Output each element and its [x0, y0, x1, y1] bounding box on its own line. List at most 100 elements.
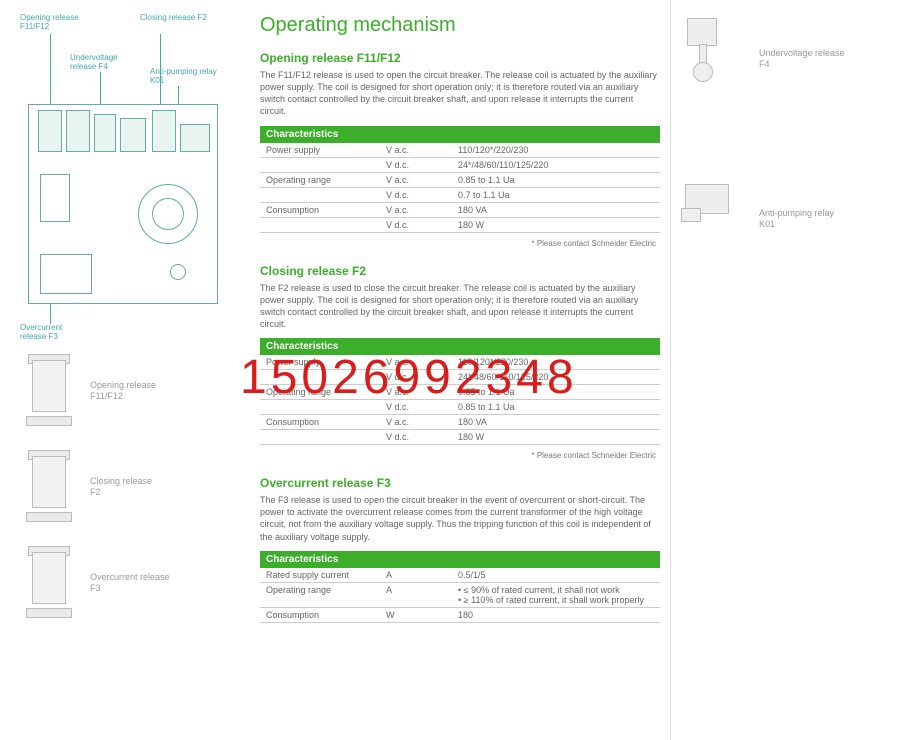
table-cell: Operating range	[260, 582, 380, 607]
table-cell: 110/120*/220/230	[452, 355, 660, 370]
diagram-label-overcurrent: Overcurrent release F3	[20, 324, 90, 342]
table-row: Operating rangeA• ≤ 90% of rated current…	[260, 582, 660, 607]
component-thumb-label: Overcurrent release F3	[90, 572, 170, 594]
right-column: Undervoltage release F4 Anti-pumping rela…	[670, 0, 890, 740]
table-cell	[260, 400, 380, 415]
table-cell: 180 W	[452, 430, 660, 445]
table-row: V d.c.0.85 to 1.1 Ua	[260, 400, 660, 415]
table-row: V d.c.24*/48/60/110/125/220	[260, 157, 660, 172]
main-column: Operating mechanism Opening release F11/…	[250, 0, 670, 740]
table-footnote: * Please contact Schneider Electric	[260, 237, 660, 250]
table-cell: Consumption	[260, 607, 380, 622]
table-cell: V a.c.	[380, 385, 452, 400]
component-thumb-row: Opening release F11/F12	[20, 352, 242, 430]
table-row: Power supplyV a.c.110/120*/220/230	[260, 355, 660, 370]
table-footnote: * Please contact Schneider Electric	[260, 449, 660, 462]
component-thumb	[20, 448, 80, 526]
table-header: Characteristics	[260, 338, 660, 355]
table-row: Operating rangeV a.c.0.85 to 1.1 Ua	[260, 385, 660, 400]
table-cell: Rated supply current	[260, 568, 380, 583]
table-cell: 0.85 to 1.1 Ua	[452, 400, 660, 415]
table-cell	[260, 430, 380, 445]
table-cell	[260, 157, 380, 172]
section: Closing release F2 The F2 release is used…	[260, 264, 660, 463]
table-row: V d.c.180 W	[260, 217, 660, 232]
table-cell: 180 W	[452, 217, 660, 232]
table-cell: V a.c.	[380, 202, 452, 217]
table-row: ConsumptionV a.c.180 VA	[260, 202, 660, 217]
characteristics-table: CharacteristicsPower supplyV a.c.110/120…	[260, 338, 660, 445]
table-cell: 180 VA	[452, 415, 660, 430]
table-cell: Operating range	[260, 172, 380, 187]
component-thumb-label: Undervoltage release F4	[759, 48, 845, 70]
table-cell: V d.c.	[380, 400, 452, 415]
table-cell: 24*/48/60/110/125/220	[452, 370, 660, 385]
table-row: V d.c.24*/48/60/110/125/220	[260, 370, 660, 385]
section-description: The F2 release is used to close the circ…	[260, 282, 660, 331]
table-cell: 0.7 to 1.1 Ua	[452, 187, 660, 202]
component-thumb	[20, 352, 80, 430]
table-cell: Power supply	[260, 143, 380, 158]
table-row: V d.c.0.7 to 1.1 Ua	[260, 187, 660, 202]
component-thumb-label: Closing release F2	[90, 476, 152, 498]
section-title: Opening release F11/F12	[260, 51, 660, 65]
table-cell: V a.c.	[380, 415, 452, 430]
component-thumb-row: Anti-pumping relay K01	[679, 174, 882, 264]
table-header: Characteristics	[260, 551, 660, 568]
table-cell: V d.c.	[380, 187, 452, 202]
table-row: ConsumptionW180	[260, 607, 660, 622]
left-column: Opening release F11/F12 Closing release …	[0, 0, 250, 740]
diagram-label-closing: Closing release F2	[140, 14, 210, 23]
table-cell: Operating range	[260, 385, 380, 400]
table-row: V d.c.180 W	[260, 430, 660, 445]
component-thumb	[20, 544, 80, 622]
page-title: Operating mechanism	[260, 14, 660, 37]
table-cell: 0.5/1/5	[452, 568, 660, 583]
table-cell: 180 VA	[452, 202, 660, 217]
table-cell: Power supply	[260, 355, 380, 370]
section-title: Closing release F2	[260, 264, 660, 278]
section-title: Overcurrent release F3	[260, 476, 660, 490]
table-cell: V a.c.	[380, 355, 452, 370]
characteristics-table: CharacteristicsPower supplyV a.c.110/120…	[260, 126, 660, 233]
table-cell: V d.c.	[380, 217, 452, 232]
table-cell: W	[380, 607, 452, 622]
table-cell	[260, 187, 380, 202]
component-thumb	[679, 174, 749, 264]
table-cell: V d.c.	[380, 157, 452, 172]
table-cell: Consumption	[260, 415, 380, 430]
table-cell: Consumption	[260, 202, 380, 217]
table-row: ConsumptionV a.c.180 VA	[260, 415, 660, 430]
component-thumb-label: Opening release F11/F12	[90, 380, 156, 402]
table-cell: A	[380, 582, 452, 607]
mechanism-diagram: Opening release F11/F12 Closing release …	[20, 14, 230, 334]
section-description: The F11/F12 release is used to open the …	[260, 69, 660, 118]
table-cell: 110/120*/220/230	[452, 143, 660, 158]
table-cell: V a.c.	[380, 172, 452, 187]
section: Overcurrent release F3 The F3 release is …	[260, 476, 660, 623]
table-cell: • ≤ 90% of rated current, it shall not w…	[452, 582, 660, 607]
diagram-label-opening: Opening release F11/F12	[20, 14, 90, 32]
component-thumb	[679, 14, 749, 104]
section-description: The F3 release is used to open the circu…	[260, 494, 660, 543]
table-header: Characteristics	[260, 126, 660, 143]
table-row: Rated supply currentA0.5/1/5	[260, 568, 660, 583]
table-row: Operating rangeV a.c.0.85 to 1.1 Ua	[260, 172, 660, 187]
table-row: Power supplyV a.c.110/120*/220/230	[260, 143, 660, 158]
component-thumb-row: Overcurrent release F3	[20, 544, 242, 622]
table-cell: 180	[452, 607, 660, 622]
table-cell: 24*/48/60/110/125/220	[452, 157, 660, 172]
table-cell: 0.85 to 1.1 Ua	[452, 172, 660, 187]
table-cell	[260, 370, 380, 385]
table-cell: V d.c.	[380, 370, 452, 385]
table-cell	[260, 217, 380, 232]
component-thumb-row: Undervoltage release F4	[679, 14, 882, 104]
table-cell: A	[380, 568, 452, 583]
table-cell: V d.c.	[380, 430, 452, 445]
table-cell: V a.c.	[380, 143, 452, 158]
diagram-label-undervoltage: Undervoltage release F4	[70, 54, 140, 72]
characteristics-table: CharacteristicsRated supply currentA0.5/…	[260, 551, 660, 623]
section: Opening release F11/F12 The F11/F12 relea…	[260, 51, 660, 250]
component-thumb-row: Closing release F2	[20, 448, 242, 526]
table-cell: 0.85 to 1.1 Ua	[452, 385, 660, 400]
